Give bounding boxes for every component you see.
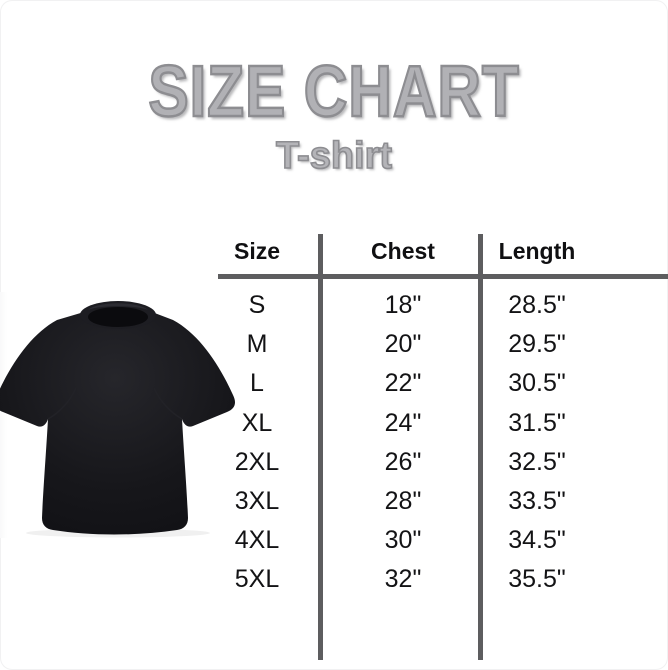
length-value: 31.5" [508, 408, 566, 437]
table-row: S 18" 28.5" [218, 286, 668, 325]
chest-value: 22" [384, 369, 422, 398]
chest-value: 26" [384, 447, 422, 476]
t-shirt-image [0, 292, 244, 538]
length-value: 28.5" [508, 291, 566, 320]
size-value: 2XL [234, 447, 280, 476]
size-value: S [248, 291, 266, 320]
column-divider-1 [318, 234, 323, 660]
chest-value: 28" [384, 487, 422, 516]
length-value: 35.5" [508, 565, 566, 594]
page-title: SIZE CHART [147, 52, 520, 132]
length-value: 34.5" [508, 526, 566, 555]
column-header-size: Size [233, 237, 281, 264]
chest-value: 18" [384, 291, 422, 320]
table-header-row: Size Chest Length [218, 228, 668, 274]
column-header-length: Length [498, 237, 576, 264]
length-value: 30.5" [508, 369, 566, 398]
chest-value: 24" [384, 408, 422, 437]
table-row: 5XL 32" 35.5" [218, 560, 668, 599]
chest-value: 30" [384, 526, 422, 555]
column-header-chest: Chest [371, 237, 435, 264]
subtitle-block: T-shirt [0, 134, 668, 178]
table-row: XL 24" 31.5" [218, 404, 668, 443]
size-value: 3XL [234, 487, 280, 516]
table-row: 4XL 30" 34.5" [218, 521, 668, 560]
table-row: M 20" 29.5" [218, 325, 668, 364]
size-value: 4XL [234, 526, 280, 555]
chest-value: 20" [384, 330, 422, 359]
chest-value: 32" [384, 565, 422, 594]
size-table: Size Chest Length S 18" 28.5" M 20" 29.5… [218, 228, 668, 664]
page-subtitle: T-shirt [275, 134, 393, 178]
size-value: L [250, 369, 264, 398]
table-row: 3XL 28" 33.5" [218, 482, 668, 521]
length-value: 32.5" [508, 447, 566, 476]
size-value: M [246, 330, 268, 359]
length-value: 33.5" [508, 487, 566, 516]
header-divider [218, 274, 668, 279]
table-body: S 18" 28.5" M 20" 29.5" L 22" 30.5" XL 2… [218, 286, 668, 600]
column-divider-2 [478, 234, 483, 660]
size-value: 5XL [234, 565, 280, 594]
length-value: 29.5" [508, 330, 566, 359]
table-row: L 22" 30.5" [218, 364, 668, 403]
table-row: 2XL 26" 32.5" [218, 443, 668, 482]
title-block: SIZE CHART [0, 52, 668, 132]
size-value: XL [241, 408, 273, 437]
